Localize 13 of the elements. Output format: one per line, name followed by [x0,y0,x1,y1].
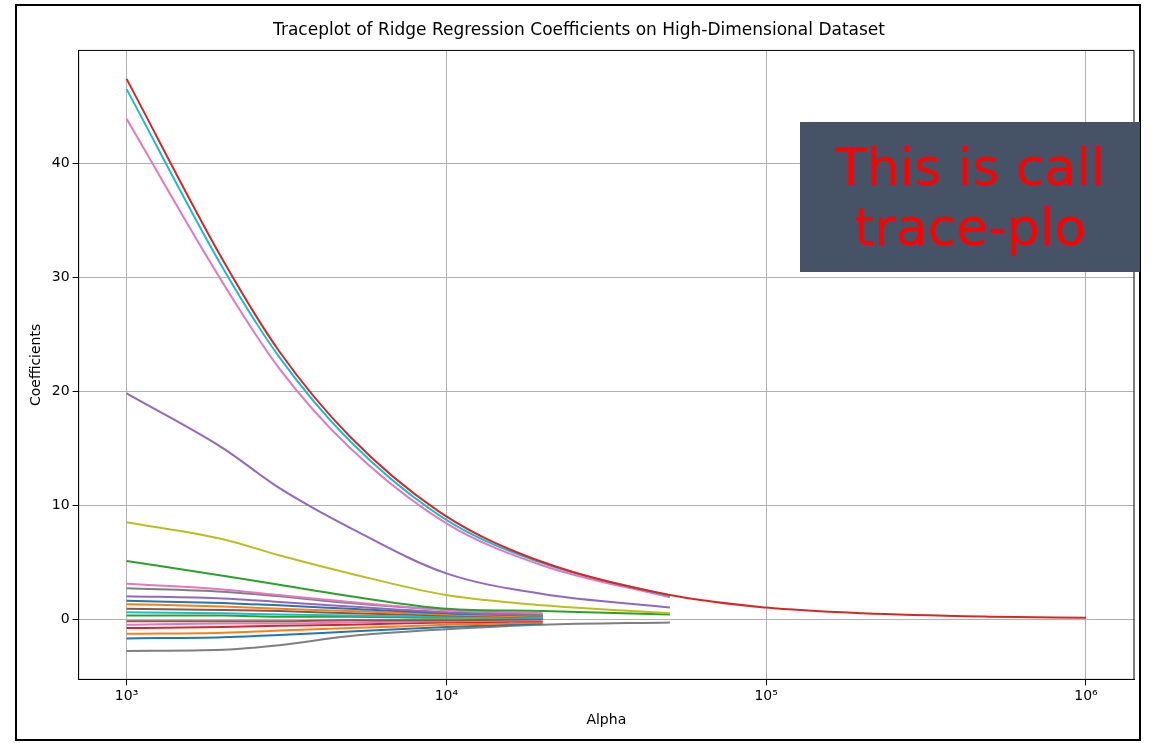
y-tick-label: 40 [51,153,70,170]
y-axis-title: Coefficients [27,323,44,407]
x-tick-label: 10⁴ [434,687,459,704]
annotation: This is call trace-plo [833,137,1107,257]
x-axis-title: Alpha [586,711,627,728]
x-tick-label: 10⁵ [754,687,778,704]
y-tick-label: 0 [60,609,70,626]
x-tick-label: 10⁶ [1074,687,1099,704]
x-tick-label: 10³ [114,687,139,704]
y-tick-label: 10 [51,495,70,512]
chart-title: Traceplot of Ridge Regression Coefficients on High-Dimensional Dataset [272,18,886,39]
y-tick-label: 30 [51,267,70,284]
y-tick-label: 20 [51,381,70,398]
